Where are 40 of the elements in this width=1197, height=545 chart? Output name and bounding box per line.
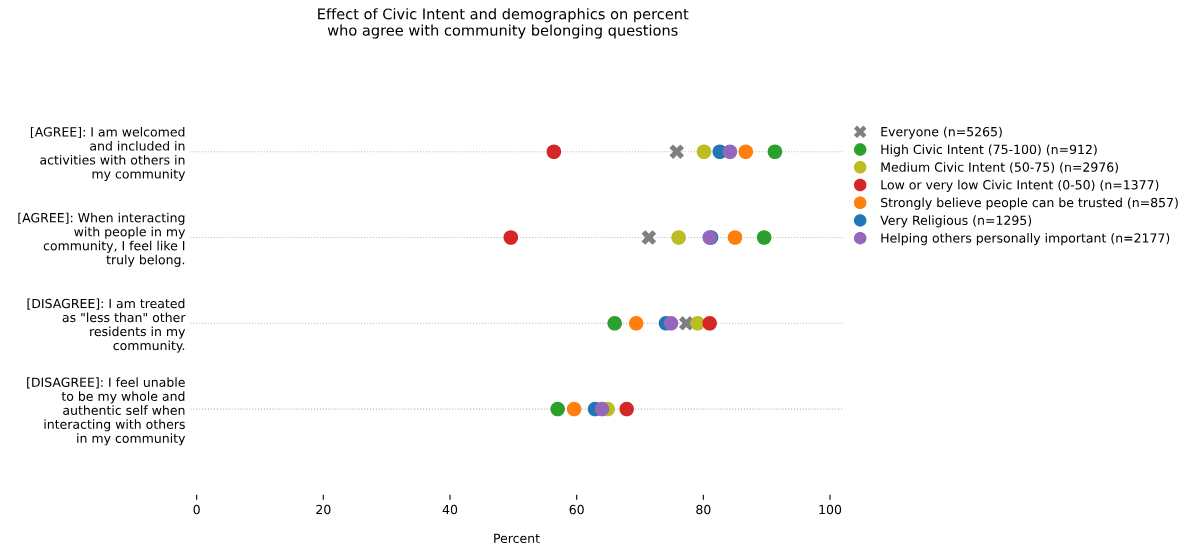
legend-label: Helping others personally important (n=2177) xyxy=(881,233,1170,246)
legend-label: High Civic Intent (75-100) (n=912) xyxy=(881,144,1097,157)
legend-label: Very Religious (n=1295) xyxy=(880,215,1032,228)
point xyxy=(628,316,644,331)
point xyxy=(503,230,519,245)
x-tick-label: 60 xyxy=(569,504,584,515)
point xyxy=(702,316,717,331)
chart-title: Effect of Civic Intent and demographics on percent who agree with community belonging questions xyxy=(318,8,689,39)
point xyxy=(663,316,679,331)
legend-label: Everyone (n=5265) xyxy=(881,126,1002,139)
point xyxy=(669,144,685,160)
point xyxy=(690,316,705,331)
point xyxy=(727,230,743,245)
point xyxy=(607,316,622,331)
point xyxy=(678,316,694,331)
legend-label: Medium Civic Intent (50-75) (n=2976) xyxy=(881,162,1118,174)
point xyxy=(738,144,754,160)
x-axis-title: Percent xyxy=(494,533,540,544)
x-tick-label: 40 xyxy=(442,504,458,515)
point xyxy=(641,230,657,245)
point xyxy=(594,401,610,417)
point xyxy=(767,144,783,160)
legend-label: Strongly believe people can be trusted (n=857) xyxy=(881,197,1178,210)
point xyxy=(619,401,634,417)
x-tick-label: 20 xyxy=(316,504,331,515)
point xyxy=(671,230,686,245)
y-tick-label: [AGREE]: When interacting with people in my community, I feel like I truly belong. xyxy=(18,212,186,267)
y-tick-label: [AGREE]: I am welcomed and included in activities with others in my community xyxy=(30,126,186,182)
legend-label: Low or very low Civic Intent (0-50) (n=1377) xyxy=(881,179,1159,192)
x-tick-label: 80 xyxy=(696,504,711,515)
point xyxy=(756,230,772,245)
y-tick-label: [DISAGREE]: I am treated as "less than" other residents in my community. xyxy=(27,298,186,353)
x-tick-label: 0 xyxy=(193,504,200,515)
y-tick-label: [DISAGREE]: I feel unable to be my whole and authentic self when interacting with others in my community xyxy=(27,377,186,446)
point xyxy=(696,144,712,160)
point xyxy=(722,144,738,160)
point xyxy=(546,144,562,160)
point xyxy=(566,401,582,417)
point xyxy=(550,401,565,417)
x-tick-label: 100 xyxy=(819,504,842,515)
